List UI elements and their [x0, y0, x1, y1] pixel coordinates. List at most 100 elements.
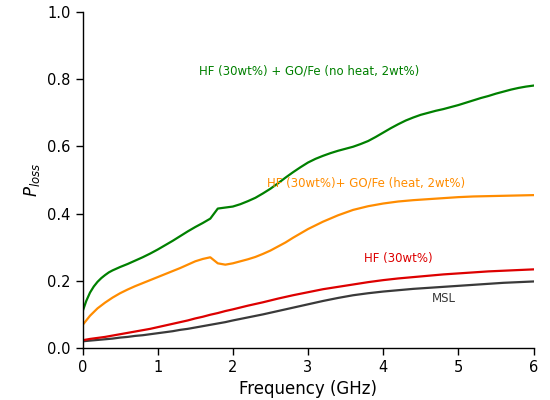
HF (30wt%) — [177, 320, 184, 324]
MSL — [500, 280, 507, 285]
MSL — [440, 284, 447, 289]
HF (30wt%) — [139, 328, 146, 332]
HF (30wt%) — [192, 316, 199, 321]
MSL — [229, 318, 236, 323]
MSL — [155, 331, 161, 336]
MSL — [124, 334, 131, 339]
MSL — [365, 291, 371, 296]
Text: HF (30wt%) + GO/Fe (no heat, 2wt%): HF (30wt%) + GO/Fe (no heat, 2wt%) — [199, 64, 419, 77]
Text: MSL: MSL — [432, 292, 456, 305]
HF (30wt%)+ GO/Fe (heat, 2wt%) — [147, 278, 153, 282]
MSL — [260, 312, 266, 317]
HF (30wt%) — [79, 338, 86, 343]
MSL — [530, 279, 537, 284]
HF (30wt%) + GO/Fe (no heat, 2wt%) — [515, 86, 522, 90]
HF (30wt%)+ GO/Fe (heat, 2wt%) — [177, 266, 184, 270]
HF (30wt%)+ GO/Fe (heat, 2wt%) — [282, 240, 289, 245]
HF (30wt%) + GO/Fe (no heat, 2wt%) — [192, 225, 199, 230]
HF (30wt%)+ GO/Fe (heat, 2wt%) — [162, 272, 168, 276]
HF (30wt%) — [207, 312, 213, 317]
HF (30wt%)+ GO/Fe (heat, 2wt%) — [500, 193, 507, 198]
HF (30wt%) — [500, 268, 507, 273]
HF (30wt%) — [440, 272, 447, 277]
HF (30wt%)+ GO/Fe (heat, 2wt%) — [320, 219, 326, 224]
HF (30wt%)+ GO/Fe (heat, 2wt%) — [455, 195, 461, 200]
HF (30wt%) — [380, 278, 387, 282]
MSL — [207, 322, 213, 327]
HF (30wt%) + GO/Fe (no heat, 2wt%) — [463, 100, 469, 105]
HF (30wt%)+ GO/Fe (heat, 2wt%) — [410, 198, 416, 202]
HF (30wt%)+ GO/Fe (heat, 2wt%) — [245, 257, 251, 262]
HF (30wt%)+ GO/Fe (heat, 2wt%) — [87, 313, 94, 318]
HF (30wt%)+ GO/Fe (heat, 2wt%) — [297, 231, 304, 236]
MSL — [515, 280, 522, 284]
HF (30wt%)+ GO/Fe (heat, 2wt%) — [350, 208, 356, 212]
HF (30wt%)+ GO/Fe (heat, 2wt%) — [169, 269, 176, 274]
HF (30wt%)+ GO/Fe (heat, 2wt%) — [124, 287, 131, 292]
HF (30wt%) + GO/Fe (no heat, 2wt%) — [162, 243, 168, 248]
MSL — [305, 302, 311, 307]
MSL — [83, 338, 90, 343]
HF (30wt%)+ GO/Fe (heat, 2wt%) — [440, 196, 447, 200]
Text: HF (30wt%)+ GO/Fe (heat, 2wt%): HF (30wt%)+ GO/Fe (heat, 2wt%) — [267, 177, 465, 190]
HF (30wt%) — [124, 330, 131, 335]
HF (30wt%) — [470, 270, 477, 275]
HF (30wt%) — [132, 329, 139, 334]
HF (30wt%) — [184, 318, 191, 323]
Y-axis label: $\it{P}_{loss}$: $\it{P}_{loss}$ — [21, 163, 42, 197]
HF (30wt%) — [335, 284, 342, 289]
HF (30wt%)+ GO/Fe (heat, 2wt%) — [200, 256, 206, 261]
MSL — [139, 333, 146, 338]
Text: HF (30wt%): HF (30wt%) — [364, 252, 433, 266]
HF (30wt%)+ GO/Fe (heat, 2wt%) — [290, 235, 296, 240]
MSL — [335, 296, 342, 300]
MSL — [214, 321, 221, 326]
HF (30wt%) + GO/Fe (no heat, 2wt%) — [252, 196, 258, 200]
HF (30wt%) + GO/Fe (no heat, 2wt%) — [297, 165, 304, 170]
HF (30wt%) — [109, 333, 116, 338]
HF (30wt%) — [169, 322, 176, 326]
HF (30wt%)+ GO/Fe (heat, 2wt%) — [365, 204, 371, 209]
HF (30wt%)+ GO/Fe (heat, 2wt%) — [207, 255, 213, 260]
MSL — [162, 330, 168, 335]
MSL — [455, 284, 461, 288]
HF (30wt%)+ GO/Fe (heat, 2wt%) — [252, 254, 258, 259]
HF (30wt%)+ GO/Fe (heat, 2wt%) — [214, 261, 221, 266]
HF (30wt%) — [515, 268, 522, 272]
MSL — [169, 329, 176, 334]
MSL — [177, 328, 184, 332]
HF (30wt%) — [274, 296, 281, 301]
HF (30wt%)+ GO/Fe (heat, 2wt%) — [79, 323, 86, 328]
MSL — [94, 338, 101, 342]
MSL — [425, 286, 432, 290]
HF (30wt%) — [155, 325, 161, 330]
HF (30wt%)+ GO/Fe (heat, 2wt%) — [470, 194, 477, 199]
MSL — [109, 336, 116, 341]
HF (30wt%) — [245, 303, 251, 308]
MSL — [102, 337, 108, 342]
HF (30wt%) — [305, 290, 311, 295]
HF (30wt%)+ GO/Fe (heat, 2wt%) — [102, 300, 108, 305]
HF (30wt%)+ GO/Fe (heat, 2wt%) — [530, 193, 537, 198]
HF (30wt%)+ GO/Fe (heat, 2wt%) — [305, 227, 311, 232]
Line: MSL: MSL — [82, 282, 534, 341]
HF (30wt%) — [260, 300, 266, 305]
HF (30wt%) — [410, 275, 416, 280]
MSL — [117, 335, 123, 340]
MSL — [274, 309, 281, 314]
HF (30wt%) — [83, 337, 90, 342]
HF (30wt%) — [530, 267, 537, 272]
HF (30wt%)+ GO/Fe (heat, 2wt%) — [117, 291, 123, 296]
MSL — [410, 286, 416, 291]
HF (30wt%)+ GO/Fe (heat, 2wt%) — [395, 199, 402, 204]
MSL — [87, 338, 94, 343]
MSL — [192, 325, 199, 330]
MSL — [290, 305, 296, 310]
HF (30wt%) — [425, 273, 432, 278]
HF (30wt%)+ GO/Fe (heat, 2wt%) — [485, 194, 492, 198]
HF (30wt%)+ GO/Fe (heat, 2wt%) — [222, 262, 229, 267]
HF (30wt%)+ GO/Fe (heat, 2wt%) — [425, 197, 432, 202]
HF (30wt%)+ GO/Fe (heat, 2wt%) — [267, 248, 274, 253]
HF (30wt%)+ GO/Fe (heat, 2wt%) — [132, 284, 139, 288]
MSL — [222, 320, 229, 324]
